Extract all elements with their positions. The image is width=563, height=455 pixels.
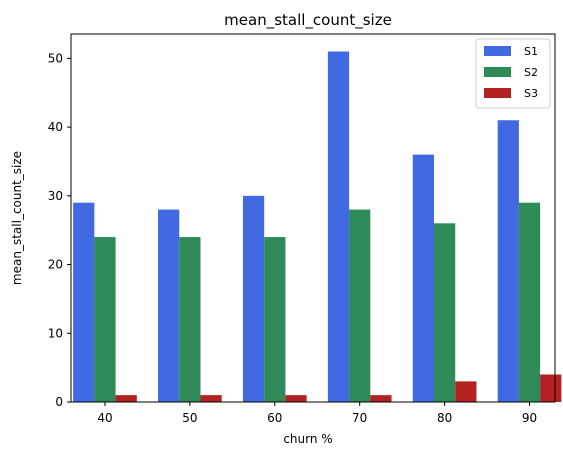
x-tick-label-40: 40 — [97, 411, 112, 425]
bar-s3-60 — [285, 395, 307, 402]
y-axis-ticks: 0 10 20 30 40 50 — [48, 51, 71, 409]
legend-swatch-s2 — [484, 67, 511, 77]
bar-s1-90 — [497, 120, 519, 403]
bar-s2-50 — [179, 237, 201, 402]
bar-s1-50 — [158, 209, 180, 402]
x-tick-label-90: 90 — [522, 411, 537, 425]
legend-swatch-s1 — [484, 46, 511, 56]
y-tick-label-20: 20 — [48, 258, 63, 272]
bar-s3-80 — [455, 381, 477, 402]
bar-s1-60 — [242, 195, 265, 402]
x-tick-label-80: 80 — [437, 411, 452, 425]
bar-s3-90 — [540, 374, 562, 402]
legend: S1 S2 S3 — [475, 38, 551, 109]
bar-s2-80 — [434, 223, 456, 402]
bar-s1-40 — [73, 202, 95, 402]
legend-label-s1: S1 — [524, 45, 538, 58]
bar-s2-60 — [264, 237, 286, 402]
legend-swatch-s3 — [484, 88, 511, 98]
y-tick-label-30: 30 — [48, 189, 63, 203]
y-tick-label-40: 40 — [48, 120, 63, 134]
x-axis-ticks: 40 50 60 70 80 90 — [97, 402, 537, 425]
y-tick-label-10: 10 — [48, 326, 63, 340]
chart-title: mean_stall_count_size — [224, 11, 392, 30]
x-tick-label-70: 70 — [352, 411, 367, 425]
y-axis-label: mean_stall_count_size — [10, 151, 24, 285]
x-tick-label-60: 60 — [267, 411, 282, 425]
x-axis-label: churn % — [283, 432, 332, 446]
bar-s1-70 — [327, 51, 350, 403]
bar-s3-50 — [200, 395, 222, 402]
x-tick-label-50: 50 — [182, 411, 197, 425]
bar-s2-40 — [94, 237, 116, 402]
bar-s2-90 — [518, 202, 541, 402]
y-tick-label-50: 50 — [48, 51, 63, 65]
plot-frame — [70, 33, 556, 403]
bar-s3-70 — [370, 395, 392, 402]
bar-s3-40 — [115, 395, 137, 402]
bar-s2-70 — [349, 209, 371, 402]
y-tick-label-0: 0 — [55, 395, 63, 409]
plot-area — [73, 51, 562, 403]
legend-label-s3: S3 — [524, 87, 538, 100]
legend-label-s2: S2 — [524, 66, 538, 79]
bar-s1-80 — [412, 154, 434, 402]
